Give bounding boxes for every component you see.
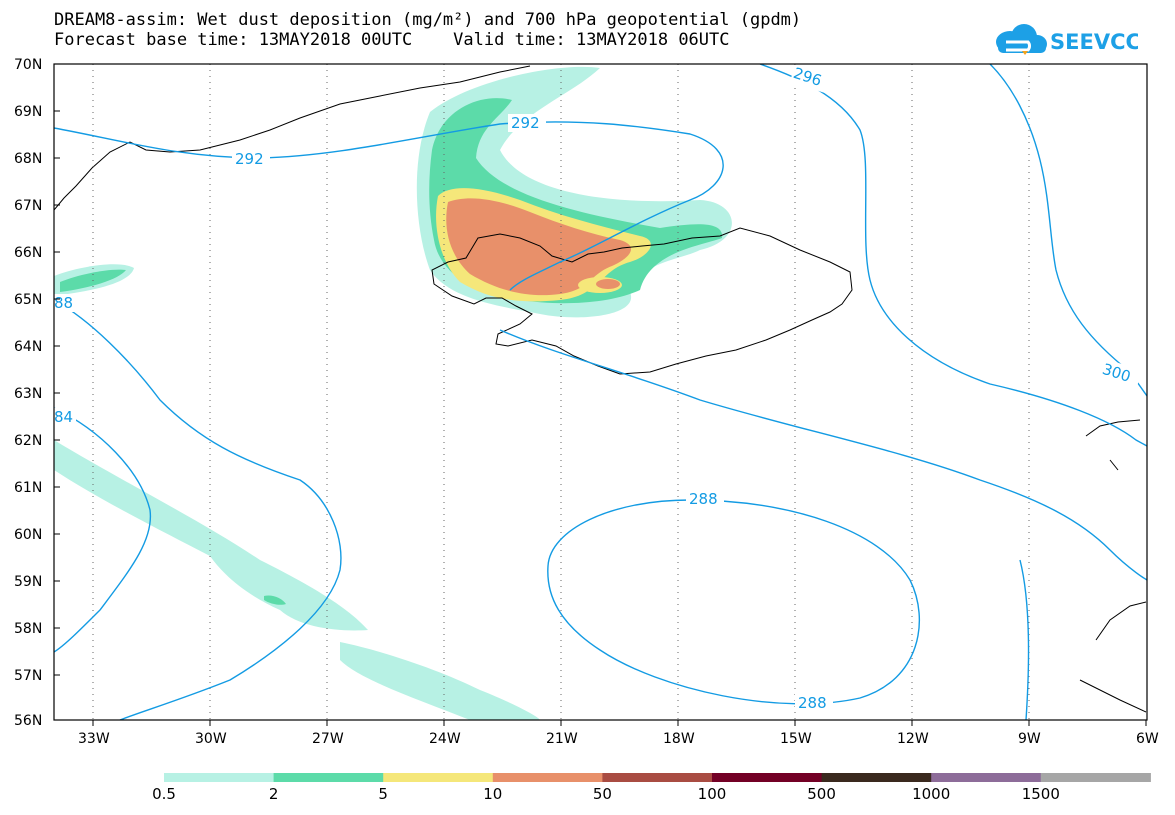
dust-shade-10 <box>446 198 632 296</box>
lon-label: 27W <box>312 731 344 747</box>
contour-296 <box>759 64 1147 447</box>
lat-label: 56N <box>14 713 42 729</box>
contour-label: 84 <box>54 408 73 426</box>
lon-label: 9W <box>1018 731 1041 747</box>
lat-label: 63N <box>14 386 42 402</box>
contour-288-north <box>54 299 342 720</box>
contour-labels: 292 292 296 300 288 288 88 84 <box>54 64 1143 712</box>
dust-shade-0.5-south <box>54 440 368 631</box>
lat-label: 69N <box>14 104 42 120</box>
legend-label: 2 <box>269 785 279 803</box>
faroe-norway-coast <box>1079 419 1147 713</box>
legend-swatch <box>931 773 1042 782</box>
legend-swatch <box>821 773 932 782</box>
seevccc-logo: SEEVCCC <box>996 24 1138 55</box>
dust-shade-10-patch <box>596 279 620 289</box>
lat-label: 65N <box>14 292 42 308</box>
lat-label: 64N <box>14 339 42 355</box>
lon-label: 12W <box>897 731 929 747</box>
legend-label: 1000 <box>912 785 950 803</box>
legend-label: 10 <box>483 785 502 803</box>
map-frame <box>53 63 1148 721</box>
lat-label: 59N <box>14 574 42 590</box>
lat-label: 66N <box>14 245 42 261</box>
contour-288-closed <box>547 499 921 705</box>
contour-label: 296 <box>791 64 824 90</box>
legend-label: 5 <box>378 785 388 803</box>
lon-label: 18W <box>663 731 695 747</box>
lat-label: 68N <box>14 151 42 167</box>
greenland-coast <box>54 65 531 211</box>
legend-label: 50 <box>593 785 612 803</box>
legend-label: 0.5 <box>152 785 176 803</box>
lat-label: 58N <box>14 621 42 637</box>
lon-label: 15W <box>780 731 812 747</box>
arrow-icon <box>1022 51 1028 55</box>
legend-swatch <box>383 773 494 782</box>
lon-label: 21W <box>546 731 578 747</box>
legend-label: 500 <box>807 785 836 803</box>
map-area: 292 292 296 300 288 288 88 84 <box>54 64 1147 720</box>
lat-label: 61N <box>14 480 42 496</box>
longitude-axis: 33W 30W 27W 24W 21W 18W 15W 12W 9W 6W <box>78 720 1159 747</box>
legend-swatch <box>1040 773 1151 782</box>
contour-label: 288 <box>798 694 827 712</box>
contour-288-south <box>499 329 1147 581</box>
color-legend: 0.5 2 5 10 50 100 500 1000 1500 <box>152 773 1151 803</box>
iceland-coast <box>431 227 853 375</box>
latitude-axis: 70N 69N 68N 67N 66N 65N 64N 63N 62N 61N … <box>14 57 60 729</box>
contour-label: 292 <box>235 150 264 168</box>
legend-label: 1500 <box>1022 785 1060 803</box>
dust-deposition-field <box>54 66 732 720</box>
legend-swatch <box>273 773 384 782</box>
lat-label: 67N <box>14 198 42 214</box>
contour-300 <box>989 64 1147 397</box>
lat-label: 57N <box>14 668 42 684</box>
legend-swatch <box>602 773 713 782</box>
cloud-icon <box>996 24 1047 55</box>
coastlines <box>54 65 1147 713</box>
title-line-1: DREAM8-assim: Wet dust deposition (mg/m²… <box>54 10 802 30</box>
geopotential-contours <box>54 64 1147 720</box>
lat-label: 62N <box>14 433 42 449</box>
contour-label: 88 <box>54 294 73 312</box>
legend-swatch <box>492 773 603 782</box>
lat-label: 70N <box>14 57 42 73</box>
contour-label: 300 <box>1100 360 1133 386</box>
graticule <box>92 64 1030 720</box>
logo-text: SEEVCCC <box>1050 30 1138 54</box>
dust-shade-0.5-south2 <box>340 642 540 720</box>
legend-label: 100 <box>698 785 727 803</box>
dust-shade-2-patch <box>264 595 286 605</box>
legend-swatch <box>712 773 823 782</box>
contour-284 <box>54 407 152 653</box>
lon-label: 30W <box>195 731 227 747</box>
legend-swatch <box>164 773 275 782</box>
lon-label: 6W <box>1136 731 1159 747</box>
lon-label: 24W <box>429 731 461 747</box>
lon-label: 33W <box>78 731 110 747</box>
contour-left-low <box>1019 559 1030 720</box>
contour-label: 288 <box>689 490 718 508</box>
title-line-2: Forecast base time: 13MAY2018 00UTC Vali… <box>54 30 730 50</box>
lat-label: 60N <box>14 527 42 543</box>
contour-label: 292 <box>511 114 540 132</box>
